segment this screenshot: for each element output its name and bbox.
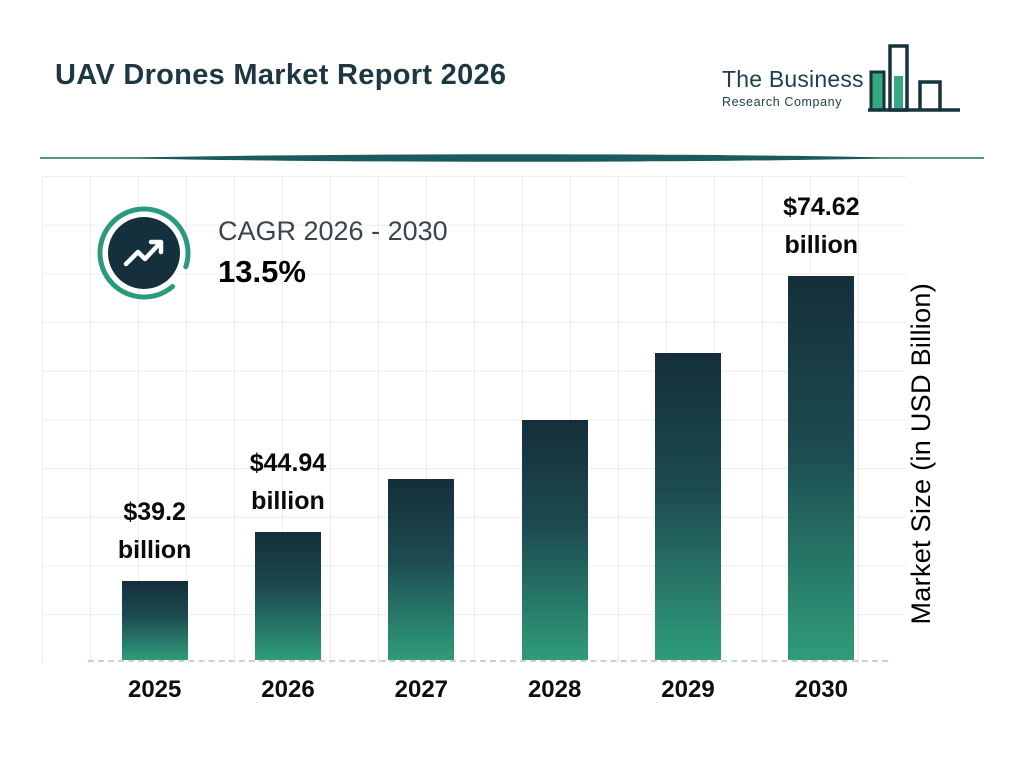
logo: The Business Research Company bbox=[722, 42, 978, 124]
bar-value-unit: billion bbox=[117, 535, 192, 564]
x-axis-labels: 2025 2026 2027 2028 2029 2030 bbox=[88, 676, 888, 704]
logo-company-subname: Research Company bbox=[722, 95, 843, 109]
cagr-value: 13.5% bbox=[218, 254, 306, 289]
trend-up-icon bbox=[97, 206, 191, 300]
x-tick-label: 2030 bbox=[794, 676, 848, 703]
logo-bars-icon bbox=[868, 44, 960, 112]
cagr-label: CAGR 2026 - 2030 bbox=[218, 216, 448, 246]
bars-row: $39.2 billion $44.94 billion $74.62 billion bbox=[88, 178, 888, 662]
bar-value-label: $44.94 billion bbox=[250, 445, 326, 520]
bar-column: $74.62 billion bbox=[755, 189, 888, 660]
header-divider bbox=[40, 154, 984, 162]
x-tick-label: 2025 bbox=[127, 676, 182, 703]
bar-column bbox=[355, 479, 488, 660]
bar bbox=[121, 581, 188, 660]
bar-value-unit: billion bbox=[251, 486, 325, 515]
bar-column: $39.2 billion bbox=[88, 494, 221, 660]
bar-column: $44.94 billion bbox=[221, 445, 354, 660]
bar bbox=[254, 532, 321, 660]
bar bbox=[521, 420, 588, 660]
bar-column bbox=[488, 420, 621, 660]
cagr-badge: CAGR 2026 - 2030 13.5% bbox=[96, 205, 448, 301]
bar bbox=[654, 353, 721, 660]
x-tick-label: 2027 bbox=[394, 676, 449, 703]
bar bbox=[388, 479, 455, 660]
bar-value-amount: $39.2 bbox=[123, 498, 186, 526]
x-tick-label: 2028 bbox=[527, 676, 582, 703]
cagr-texts: CAGR 2026 - 2030 13.5% bbox=[218, 216, 448, 290]
bar-value-unit: billion bbox=[784, 230, 859, 259]
bar-value-label: $74.62 billion bbox=[783, 189, 859, 264]
bar-column bbox=[621, 353, 754, 660]
x-tick-label: 2026 bbox=[261, 676, 315, 703]
logo-text: The Business Research Company bbox=[722, 66, 864, 109]
bar-value-label: $39.2 billion bbox=[118, 494, 192, 569]
page-title: UAV Drones Market Report 2026 bbox=[55, 59, 507, 92]
bar-value-amount: $44.94 bbox=[249, 449, 327, 477]
logo-company-name: The Business bbox=[722, 66, 864, 92]
y-axis-title: Market Size (in USD Billion) bbox=[906, 283, 936, 625]
plot-area: $39.2 billion $44.94 billion $74.62 billion 2… bbox=[88, 178, 888, 703]
bar bbox=[788, 276, 855, 660]
bar-value-amount: $74.62 bbox=[783, 193, 860, 221]
x-tick-label: 2029 bbox=[661, 676, 715, 703]
